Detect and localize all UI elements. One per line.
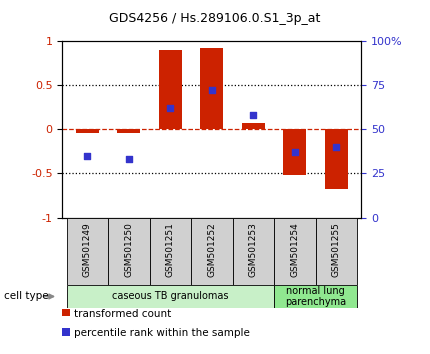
Point	[84, 153, 91, 159]
Point	[125, 156, 132, 162]
Text: GSM501249: GSM501249	[83, 223, 92, 278]
Text: normal lung
parenchyma: normal lung parenchyma	[285, 286, 346, 307]
Bar	[159, 50, 182, 129]
Bar	[67, 285, 274, 308]
Text: GSM501253: GSM501253	[249, 223, 258, 278]
Bar	[233, 218, 274, 285]
Bar	[283, 129, 306, 175]
Point	[250, 112, 257, 118]
Bar	[316, 218, 357, 285]
Point	[292, 149, 298, 155]
Point	[208, 87, 215, 93]
Text: percentile rank within the sample: percentile rank within the sample	[74, 328, 250, 338]
Bar	[67, 218, 108, 285]
Text: GSM501254: GSM501254	[290, 223, 299, 278]
Bar	[200, 48, 223, 129]
Text: cell type: cell type	[4, 291, 49, 302]
Text: caseous TB granulomas: caseous TB granulomas	[112, 291, 228, 302]
Bar	[150, 218, 191, 285]
Bar	[76, 129, 98, 133]
Text: GSM501252: GSM501252	[207, 223, 216, 278]
Bar	[325, 129, 348, 189]
Text: GSM501255: GSM501255	[332, 223, 341, 278]
Text: transformed count: transformed count	[74, 309, 172, 319]
Bar	[117, 129, 140, 133]
Text: GDS4256 / Hs.289106.0.S1_3p_at: GDS4256 / Hs.289106.0.S1_3p_at	[109, 12, 321, 25]
Point	[167, 105, 174, 111]
Bar	[191, 218, 233, 285]
Text: GSM501250: GSM501250	[124, 223, 133, 278]
Point	[333, 144, 340, 150]
Text: GSM501251: GSM501251	[166, 223, 175, 278]
Bar	[242, 123, 265, 129]
Bar	[108, 218, 150, 285]
Bar	[274, 285, 357, 308]
Bar	[274, 218, 316, 285]
